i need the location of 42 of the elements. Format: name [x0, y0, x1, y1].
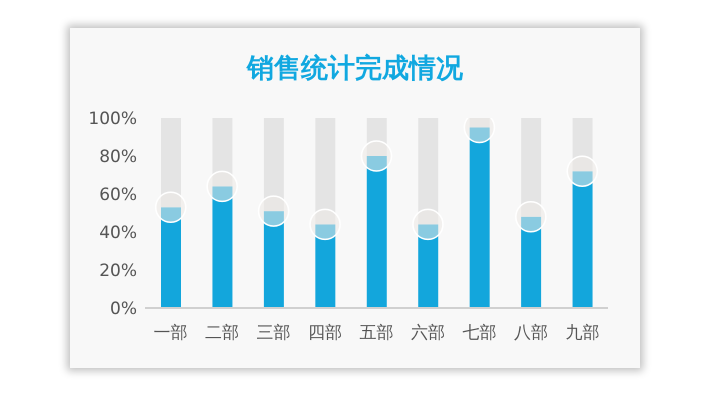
point	[566, 155, 598, 187]
point	[360, 140, 392, 172]
y-tick-label: 60%	[99, 185, 137, 206]
bar	[470, 118, 490, 128]
bar	[366, 156, 387, 308]
y-tick-label: 20%	[99, 261, 137, 282]
chart-title: 销售统计完成情况	[245, 52, 464, 86]
x-tick-label: 五部	[360, 323, 394, 344]
x-tick-label: 二部	[205, 323, 240, 344]
bar	[572, 118, 593, 172]
bar	[161, 207, 181, 308]
x-tick-label: 八部	[514, 323, 548, 344]
x-tick-label: 四部	[308, 323, 342, 344]
bar	[418, 224, 438, 308]
bar	[366, 118, 387, 156]
bar	[521, 216, 542, 308]
point	[206, 170, 238, 202]
x-tick-label: 九部	[565, 323, 600, 344]
point	[309, 208, 341, 240]
bar	[521, 118, 542, 217]
bar	[315, 224, 336, 308]
x-tick-label: 一部	[154, 323, 188, 344]
bar	[315, 118, 336, 224]
bar	[212, 186, 232, 308]
bar	[572, 171, 593, 308]
y-tick-label: 40%	[99, 223, 137, 244]
point	[515, 201, 547, 233]
point	[258, 195, 290, 227]
point	[154, 192, 186, 224]
point	[412, 208, 444, 240]
bar	[264, 118, 284, 212]
bar	[264, 211, 284, 308]
y-tick-label: 100%	[88, 109, 137, 130]
x-tick-label: 六部	[410, 323, 445, 344]
x-tick-label: 三部	[256, 323, 291, 344]
bar	[212, 118, 232, 186]
bar	[418, 118, 438, 224]
y-tick-label: 80%	[99, 147, 137, 168]
bar	[161, 118, 181, 208]
y-tick-label: 0%	[110, 299, 137, 320]
x-tick-label: 七部	[462, 323, 496, 344]
bar	[470, 128, 490, 308]
